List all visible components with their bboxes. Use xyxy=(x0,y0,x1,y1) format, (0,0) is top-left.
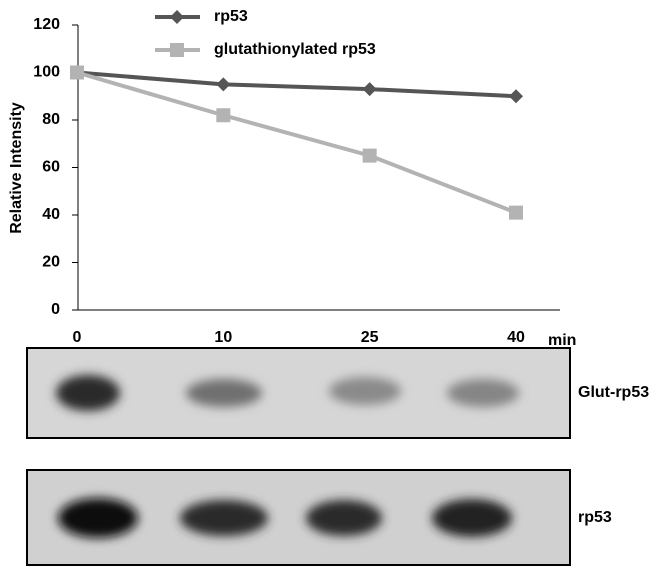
legend-marker xyxy=(170,10,184,24)
marker xyxy=(509,205,523,220)
blot-rp53 xyxy=(26,469,571,566)
y-tick-label: 120 xyxy=(33,16,60,33)
line xyxy=(76,70,517,99)
line xyxy=(76,70,517,215)
blot-glut xyxy=(26,347,571,439)
x-tick-label: 40 xyxy=(507,329,525,346)
legend-label: rp53 xyxy=(214,8,248,25)
marker xyxy=(70,65,84,80)
marker xyxy=(362,82,377,97)
y-tick-label: 100 xyxy=(33,64,60,81)
x-tick-label: 10 xyxy=(214,329,232,346)
marker xyxy=(216,108,231,123)
blot-label: rp53 xyxy=(578,509,612,526)
y-tick-label: 40 xyxy=(42,206,60,223)
y-axis-label: Relative Intensity xyxy=(8,102,25,234)
legend-marker xyxy=(170,43,184,57)
marker xyxy=(362,148,377,163)
y-tick-label: 20 xyxy=(42,254,60,271)
y-tick-label: 60 xyxy=(42,159,60,176)
blot-label: Glut-rp53 xyxy=(578,384,649,401)
legend-label: glutathionylated rp53 xyxy=(214,41,376,58)
x-tick-label: 25 xyxy=(361,329,379,346)
y-tick-label: 0 xyxy=(51,301,60,318)
marker xyxy=(509,89,523,104)
x-unit: min xyxy=(548,332,576,349)
x-tick-label: 0 xyxy=(73,329,82,346)
y-tick-label: 80 xyxy=(42,111,60,128)
marker xyxy=(216,77,231,92)
